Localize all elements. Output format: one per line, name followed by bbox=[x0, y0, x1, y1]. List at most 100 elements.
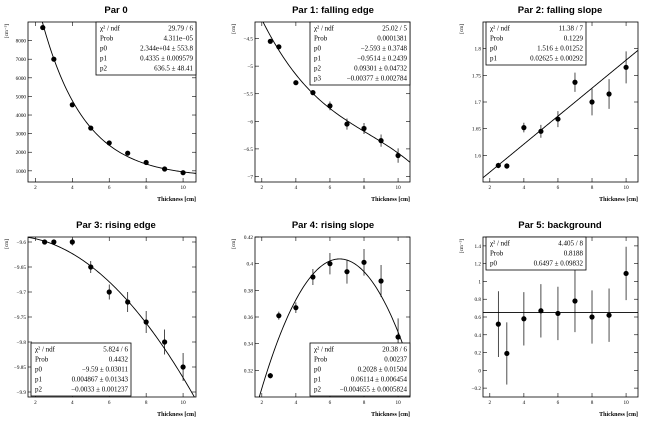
x-tick-label: 4 bbox=[295, 400, 298, 406]
x-tick-label: 8 bbox=[145, 185, 148, 191]
stat-label: p1 bbox=[100, 55, 108, 63]
y-tick-label: 1.65 bbox=[472, 127, 481, 133]
stat-label: Prob bbox=[490, 250, 504, 258]
chart-panel-5: Par 5: background 2 4 6 8 10 −0.2 0 0.2 0.4 0.6 0.8… bbox=[459, 220, 639, 418]
chart-title: Par 2: falling slope bbox=[518, 5, 602, 16]
data-point bbox=[327, 261, 333, 267]
y-tick-label: 0.4 bbox=[247, 262, 254, 268]
fit-stats-box: χ² / ndf 20.38 / 6 Prob 0.00237 p0 0.2028 ± 0… bbox=[309, 342, 411, 397]
stat-value: 1.516 ± 0.01252 bbox=[537, 45, 583, 53]
y-tick-label: 0.42 bbox=[244, 235, 253, 241]
data-point bbox=[495, 321, 501, 327]
stat-value: −0.004655 ± 0.0005824 bbox=[340, 386, 408, 394]
data-point bbox=[589, 314, 595, 320]
y-tick-label: −9.9 bbox=[17, 390, 27, 396]
stat-label: Prob bbox=[314, 35, 328, 43]
stat-label: χ² / ndf bbox=[314, 346, 335, 354]
y-tick-label: −7 bbox=[247, 174, 253, 180]
y-tick-label: 1.75 bbox=[472, 73, 481, 79]
fit-curve bbox=[262, 22, 410, 163]
stats-box-frame bbox=[485, 236, 587, 271]
data-point bbox=[143, 159, 149, 166]
y-tick-label: −9.85 bbox=[14, 365, 26, 371]
y-tick-label: 0.6 bbox=[475, 315, 482, 321]
stat-value: 0.4335 ± 0.009579 bbox=[140, 55, 193, 63]
data-point bbox=[88, 264, 94, 270]
y-tick-label: 1.7 bbox=[475, 100, 482, 106]
data-point bbox=[310, 274, 316, 280]
y-tick-label: −0.2 bbox=[472, 386, 482, 392]
y-tick-label: 5000 bbox=[16, 94, 27, 100]
data-point bbox=[361, 125, 367, 132]
stat-value: 0.8188 bbox=[564, 250, 584, 258]
stat-label: χ² / ndf bbox=[490, 240, 511, 248]
x-axis-label: Thickness [cm] bbox=[599, 197, 638, 203]
fit-stats-box: χ² / ndf 29.79 / 6 Prob 4.311e−05 p0 2.344e+0… bbox=[95, 21, 197, 76]
chart-title: Par 1: falling edge bbox=[292, 5, 374, 16]
data-point bbox=[555, 116, 561, 122]
stat-label: χ² / ndf bbox=[100, 25, 121, 33]
x-tick-label: 10 bbox=[623, 400, 629, 406]
y-tick-label: 3000 bbox=[16, 132, 27, 138]
chart-title: Par 5: background bbox=[518, 220, 602, 231]
stat-label: p0 bbox=[490, 260, 498, 268]
fit-stats-box: χ² / ndf 4.405 / 8 Prob 0.8188 p0 0.6497 ± 0.… bbox=[485, 236, 587, 271]
y-tick-label: 1.6 bbox=[475, 153, 482, 159]
stat-label: Prob bbox=[490, 35, 504, 43]
y-tick-label: 1.2 bbox=[475, 262, 482, 268]
stat-value: −9.59 ± 0.03011 bbox=[82, 366, 129, 374]
data-point bbox=[293, 305, 299, 311]
chart-panel-4: Par 4: rising slope 2 4 6 8 10 0.32 0.34 0.36 0.3… bbox=[231, 220, 411, 418]
stat-value: 0.2028 ± 0.01504 bbox=[358, 366, 408, 374]
y-tick-label: 1 bbox=[478, 279, 481, 285]
chart-panel-2: Par 2: falling slope 2 4 6 8 10 1.6 1.65 1.7 1.75… bbox=[459, 5, 639, 203]
data-point bbox=[395, 152, 401, 159]
data-point bbox=[69, 239, 75, 245]
x-tick-label: 8 bbox=[363, 400, 366, 406]
x-tick-label: 8 bbox=[591, 400, 594, 406]
stat-label: Prob bbox=[35, 356, 49, 364]
fit-stats-box: χ² / ndf 11.38 / 7 Prob 0.1229 p0 1.516 ± 0.0… bbox=[485, 21, 587, 66]
data-point bbox=[623, 270, 629, 277]
x-tick-label: 6 bbox=[557, 185, 560, 191]
data-point bbox=[267, 373, 273, 379]
chart-title: Par 3: rising edge bbox=[76, 220, 156, 231]
y-tick-label: −4.5 bbox=[244, 37, 254, 43]
stats-box-frame bbox=[309, 21, 411, 86]
data-point bbox=[69, 102, 75, 108]
y-tick-label: −9.65 bbox=[14, 265, 26, 271]
data-point bbox=[88, 125, 94, 131]
data-point bbox=[125, 299, 131, 305]
y-tick-label: 0.4 bbox=[475, 333, 482, 339]
x-axis-label: Thickness [cm] bbox=[157, 412, 196, 418]
x-axis-label: Thickness [cm] bbox=[157, 197, 196, 203]
y-axis-label: [cm⁻³] bbox=[459, 239, 465, 253]
data-point bbox=[623, 64, 629, 70]
x-tick-label: 2 bbox=[489, 185, 492, 191]
data-point bbox=[276, 313, 282, 319]
y-tick-label: −6 bbox=[247, 119, 253, 125]
x-tick-label: 10 bbox=[180, 185, 186, 191]
stat-value: 0.02625 ± 0.00292 bbox=[530, 55, 583, 63]
stat-label: p1 bbox=[490, 55, 498, 63]
stat-value: 4.405 / 8 bbox=[558, 240, 583, 248]
data-point bbox=[504, 163, 510, 169]
data-point bbox=[51, 56, 57, 62]
stat-value: 0.6497 ± 0.09832 bbox=[534, 260, 584, 268]
x-tick-label: 2 bbox=[261, 400, 264, 406]
x-tick-label: 10 bbox=[623, 185, 629, 191]
data-point bbox=[521, 316, 527, 322]
stat-value: 0.4432 bbox=[109, 356, 129, 364]
stat-value: 11.38 / 7 bbox=[559, 25, 584, 33]
x-tick-label: 2 bbox=[34, 400, 37, 406]
y-axis-label: [cm] bbox=[231, 24, 237, 34]
x-axis-label: Thickness [cm] bbox=[371, 412, 410, 418]
stat-label: χ² / ndf bbox=[490, 25, 511, 33]
data-point bbox=[504, 350, 510, 357]
y-axis-label: [cm] bbox=[231, 239, 237, 249]
data-point bbox=[180, 364, 186, 370]
data-point bbox=[378, 278, 384, 284]
y-tick-label: −5.5 bbox=[244, 92, 254, 98]
stat-label: p3 bbox=[314, 75, 322, 83]
